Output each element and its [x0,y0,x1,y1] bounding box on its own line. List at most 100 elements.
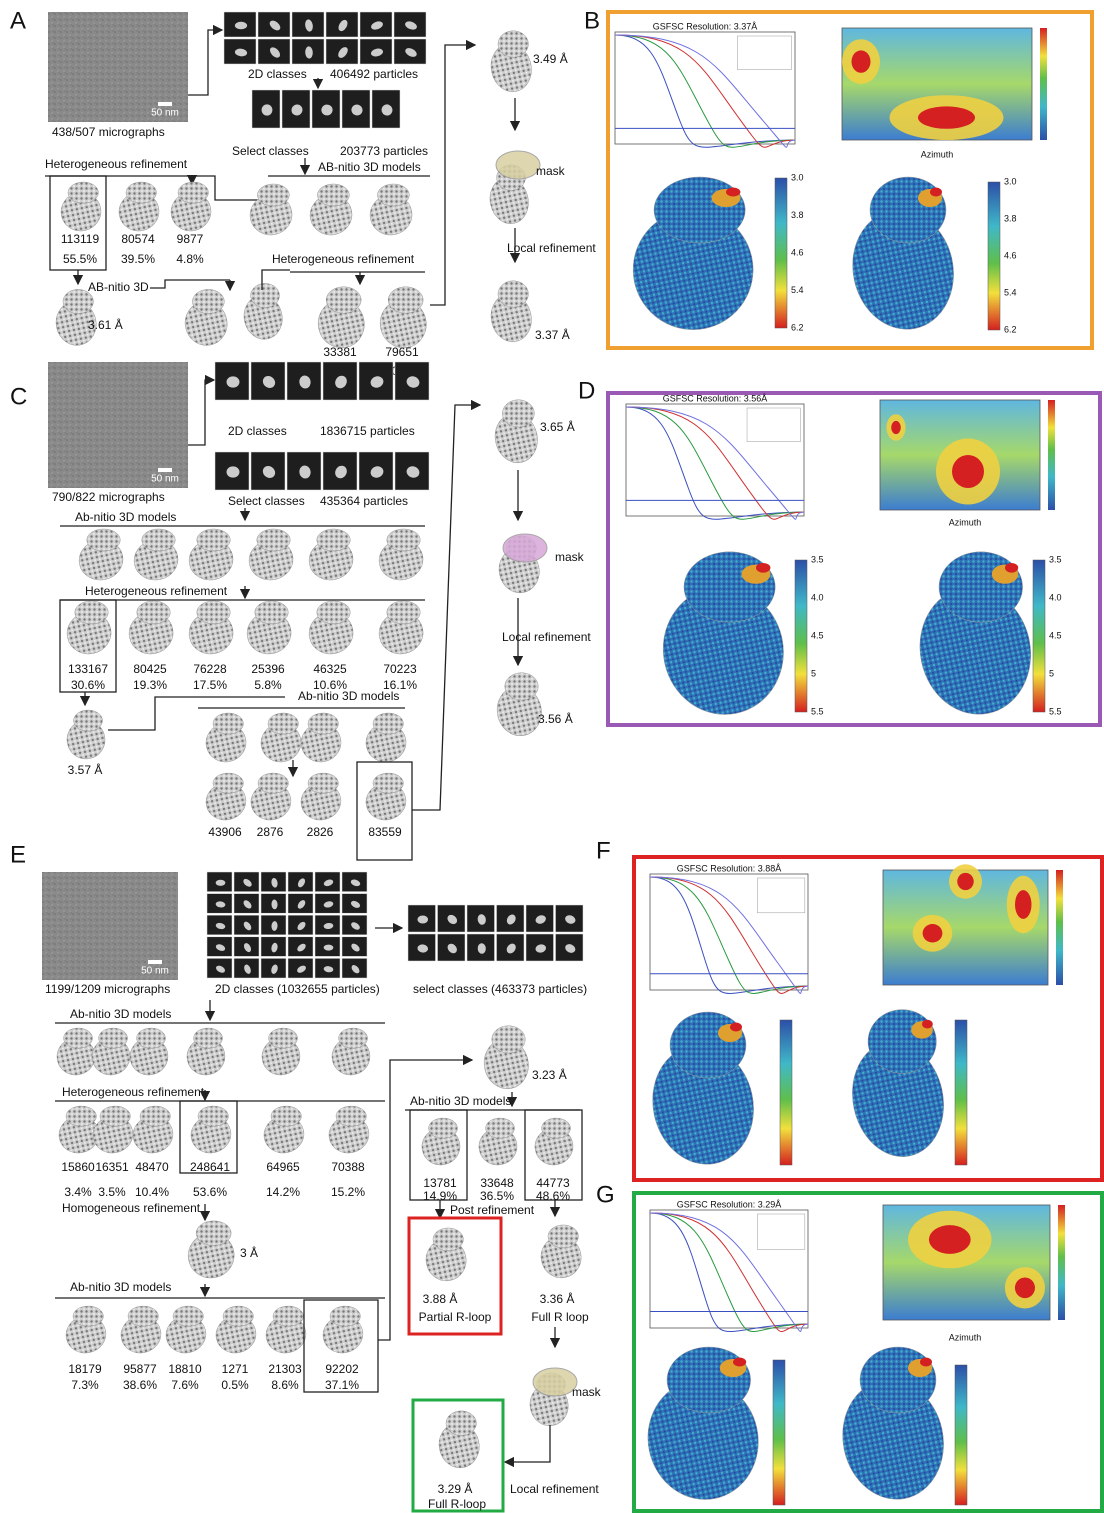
panel-label: E [10,841,26,868]
map-head [387,601,420,624]
density-map [642,1012,765,1174]
label: 21303 [268,1362,302,1376]
density-map [314,287,369,352]
map-head [271,1106,301,1126]
fsc-title: GSFSC Resolution: 3.88Å [677,863,782,873]
label: Heterogeneous refinement [85,584,228,598]
map-head [339,1028,368,1048]
panel-label: A [10,7,26,34]
arrow [188,380,214,445]
label: 19.3% [133,678,167,692]
label: Full R loop [531,1310,589,1324]
label: Partial R-loop [419,1310,492,1324]
label: 64965 [266,1160,300,1174]
density-map [127,1028,172,1078]
colorbar-tick: 6.2 [791,322,804,332]
label: 3.56 Å [538,711,573,726]
fsc-legend [747,408,800,442]
label: 33381 [323,345,357,359]
map-head [273,1306,303,1326]
density-map [54,1028,99,1078]
density-map [908,552,1042,725]
label: 435364 particles [320,494,408,508]
colorbar [1033,560,1045,712]
map-head [197,529,230,551]
density-map [537,1225,585,1282]
map-head [197,601,230,624]
panel-label: D [578,377,595,404]
map-head [75,601,108,624]
label: 9877 [177,232,204,246]
heat-colorbar [1058,1205,1065,1320]
density-map [75,529,126,584]
particle [227,376,240,387]
fsc-title: GSFSC Resolution: 3.56Å [663,393,768,403]
density-map [185,529,236,584]
map-head [387,529,420,551]
density-map [651,552,795,726]
map-head [317,529,350,551]
map-head [269,1028,298,1048]
map-head [126,182,156,203]
label: 248641 [190,1160,230,1174]
heat-hot [1015,890,1032,919]
scale-bar [148,960,162,964]
density-map [422,1228,470,1285]
density-map [202,713,249,766]
label: 7.3% [71,1378,99,1392]
label: 3.65 Å [540,419,575,434]
map-head [498,281,528,307]
map-head [317,601,350,624]
label: 25396 [251,662,285,676]
map-head [213,713,243,734]
map-head [137,601,170,624]
map-head [505,673,538,700]
map-head [68,182,98,203]
label: Heterogeneous refinement [272,252,415,266]
colorbar-tick: 5.4 [791,285,804,295]
density-map [89,1028,134,1078]
label: Homogeneous refinement [62,1201,201,1215]
label: 83559 [368,825,402,839]
map-head [429,1118,458,1138]
density-map [263,1306,310,1357]
density-map [363,773,410,824]
label: 2826 [307,825,334,839]
label: 15860 [61,1160,95,1174]
label: 46325 [313,662,347,676]
density-map [213,1306,260,1357]
map-head [670,1012,746,1078]
label: 30.6% [71,678,105,692]
density-map [487,281,536,346]
label: 3.88 Å [423,1291,458,1306]
hotspot [1005,563,1018,573]
fsc-title: GSFSC Resolution: 3.29Å [677,1199,782,1209]
colorbar [773,1360,785,1505]
colorbar-tick: 3.5 [811,554,824,564]
colorbar-tick: 4.5 [811,630,824,640]
hotspot [922,1020,933,1029]
density-map [532,1118,577,1168]
density-map [130,1106,177,1157]
label: mask [536,164,566,178]
map-head [194,1028,223,1048]
heat-colorbar [1040,28,1047,140]
heat-hot [957,873,974,890]
density-map [57,182,104,235]
axis-label: Azimuth [949,1332,982,1342]
heat-hot [891,421,901,434]
hotspot [756,563,770,573]
label: 70388 [331,1160,365,1174]
label: Select classes [228,494,305,508]
fsc-legend [757,878,804,913]
density-map [63,1306,110,1357]
fsc-legend [737,36,791,70]
density-map [163,1306,210,1357]
density-map [435,1411,483,1472]
hotspot [930,188,942,197]
label: 4.8% [176,252,204,266]
label: 438/507 micrographs [52,125,165,139]
map-head [192,289,224,313]
density-map [305,529,356,584]
label: Heterogeneous refinement [62,1085,205,1099]
